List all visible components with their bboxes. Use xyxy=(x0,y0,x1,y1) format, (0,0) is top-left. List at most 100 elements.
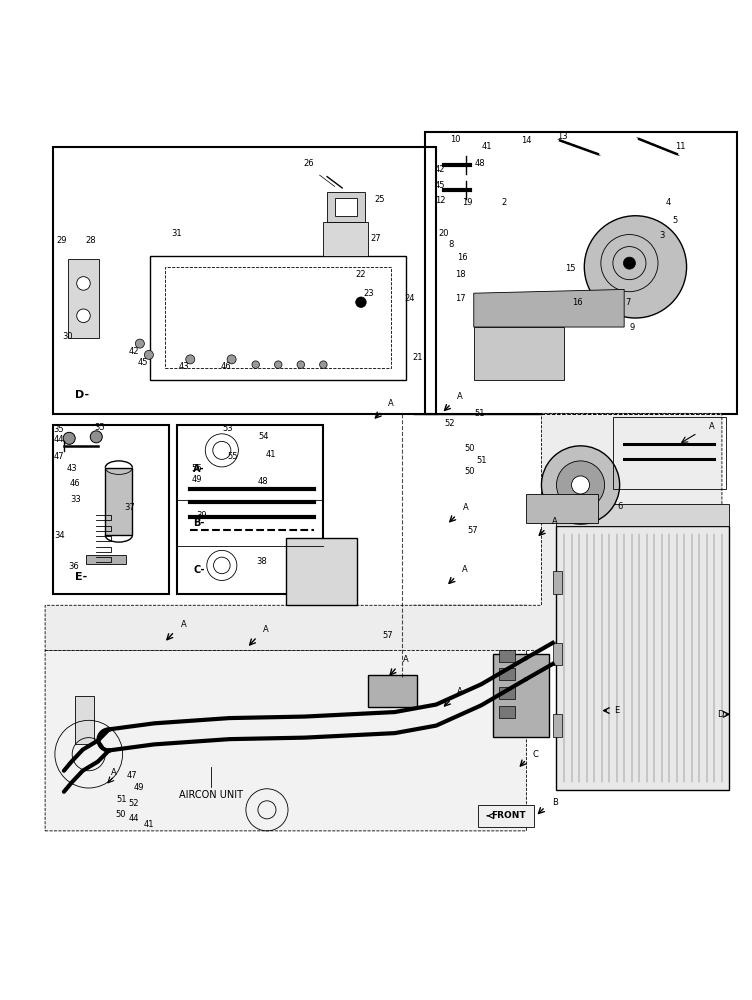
Text: A: A xyxy=(403,655,409,664)
Polygon shape xyxy=(335,198,357,216)
Text: 50: 50 xyxy=(465,444,475,453)
Circle shape xyxy=(77,277,90,290)
Text: A: A xyxy=(263,625,269,634)
Bar xyxy=(425,132,737,414)
Text: A: A xyxy=(462,565,468,574)
Text: 18: 18 xyxy=(455,270,465,279)
Text: 50: 50 xyxy=(465,467,475,476)
Text: 51: 51 xyxy=(475,409,485,418)
Text: 51: 51 xyxy=(117,795,127,804)
Circle shape xyxy=(320,361,327,368)
Circle shape xyxy=(274,361,282,368)
Bar xyxy=(499,650,515,662)
Text: 12: 12 xyxy=(435,196,445,205)
Circle shape xyxy=(526,343,550,367)
Bar xyxy=(177,425,323,594)
Bar xyxy=(286,538,357,605)
Text: A-: A- xyxy=(193,464,205,474)
Bar xyxy=(556,526,729,790)
Text: A: A xyxy=(388,399,394,408)
Circle shape xyxy=(144,350,153,359)
Polygon shape xyxy=(45,605,526,831)
Circle shape xyxy=(297,361,305,368)
Text: C: C xyxy=(532,750,538,759)
Text: 44: 44 xyxy=(53,435,64,444)
Text: 34: 34 xyxy=(54,531,65,540)
Circle shape xyxy=(572,476,590,494)
Text: C-: C- xyxy=(193,565,205,575)
Text: 54: 54 xyxy=(258,432,268,441)
Text: 45: 45 xyxy=(138,358,148,367)
Bar xyxy=(493,654,549,737)
Text: 35: 35 xyxy=(53,425,64,434)
Text: 31: 31 xyxy=(171,229,182,238)
Text: 37: 37 xyxy=(124,503,135,512)
Circle shape xyxy=(541,446,620,524)
Bar xyxy=(53,147,436,414)
Text: 4: 4 xyxy=(666,198,670,207)
Text: 24: 24 xyxy=(405,294,415,303)
Text: 52: 52 xyxy=(129,799,139,808)
Bar xyxy=(556,504,729,526)
Text: 6: 6 xyxy=(617,502,623,511)
Text: 10: 10 xyxy=(450,135,460,144)
Text: A: A xyxy=(462,503,468,512)
Text: 41: 41 xyxy=(144,820,154,829)
Bar xyxy=(53,425,169,594)
Text: 13: 13 xyxy=(557,132,568,141)
Bar xyxy=(105,468,132,535)
Text: 3: 3 xyxy=(659,231,665,240)
Text: FRONT: FRONT xyxy=(491,811,526,820)
Circle shape xyxy=(252,361,259,368)
Text: 16: 16 xyxy=(457,253,468,262)
Bar xyxy=(613,417,726,489)
Text: 50: 50 xyxy=(115,810,126,819)
Circle shape xyxy=(90,431,102,443)
Text: 17: 17 xyxy=(455,294,465,303)
Text: A: A xyxy=(708,422,714,431)
Text: 29: 29 xyxy=(56,236,67,245)
Circle shape xyxy=(623,257,635,269)
Text: 55: 55 xyxy=(228,452,238,461)
Text: 23: 23 xyxy=(363,289,374,298)
Text: 57: 57 xyxy=(382,631,393,640)
Bar xyxy=(499,668,515,680)
Text: 45: 45 xyxy=(435,181,445,190)
Text: 11: 11 xyxy=(675,142,686,151)
Text: 41: 41 xyxy=(482,142,493,151)
Text: 5: 5 xyxy=(673,216,678,225)
Text: 53: 53 xyxy=(223,424,233,433)
Text: 33: 33 xyxy=(70,495,80,504)
Text: 57: 57 xyxy=(467,526,478,535)
Polygon shape xyxy=(474,327,564,380)
Text: 7: 7 xyxy=(625,298,631,307)
Text: AIRCON UNIT: AIRCON UNIT xyxy=(178,790,243,800)
Text: 20: 20 xyxy=(438,229,449,238)
Circle shape xyxy=(227,355,236,364)
Text: A: A xyxy=(457,687,463,696)
Circle shape xyxy=(584,216,687,318)
Text: 48: 48 xyxy=(475,159,485,168)
Circle shape xyxy=(135,339,144,348)
Text: 46: 46 xyxy=(220,362,231,371)
Polygon shape xyxy=(323,222,368,256)
Text: 41: 41 xyxy=(265,450,276,459)
Text: A: A xyxy=(552,517,558,526)
Circle shape xyxy=(356,297,366,307)
Text: A: A xyxy=(457,392,463,401)
Text: 42: 42 xyxy=(435,165,445,174)
Bar xyxy=(499,706,515,718)
Text: 2: 2 xyxy=(502,198,506,207)
Bar xyxy=(553,571,562,594)
Circle shape xyxy=(63,432,75,444)
Text: B: B xyxy=(552,798,558,807)
Bar xyxy=(478,805,534,827)
Text: 49: 49 xyxy=(134,783,144,792)
Bar xyxy=(526,494,598,523)
Circle shape xyxy=(77,309,90,323)
Text: 30: 30 xyxy=(62,332,73,341)
Text: A: A xyxy=(180,620,186,629)
Text: 44: 44 xyxy=(129,814,139,823)
Text: 8: 8 xyxy=(448,240,454,249)
Polygon shape xyxy=(327,192,365,222)
